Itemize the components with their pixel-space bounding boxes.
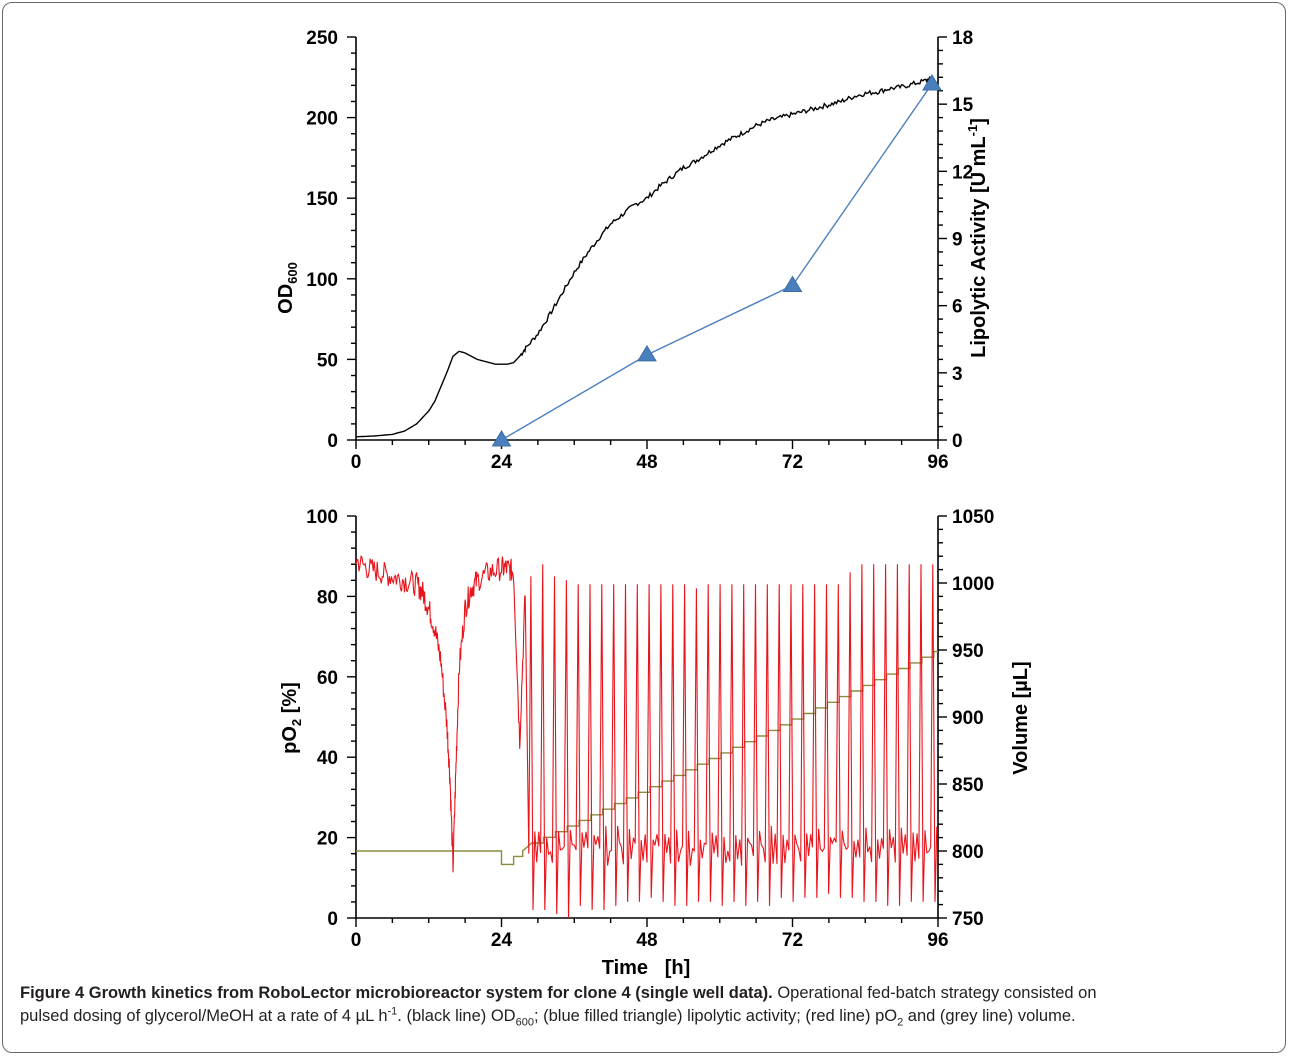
bottom-x-tick-labels: 0 24 48 72 96: [351, 930, 949, 951]
caption-title: Figure 4 Growth kinetics from RoboLector…: [20, 984, 773, 1002]
od600-axis-label: OD600: [275, 262, 300, 314]
top-chart-od-lipolytic: 0 24 48 72 96 0 50 100 150 200 250 0 3 6 9 12 15 18 OD6…: [275, 28, 990, 473]
top-right-tick-label: 0: [952, 431, 963, 452]
caption-line2-c: ; (blue filled triangle) lipolytic activ…: [533, 1007, 898, 1025]
caption-sub-2: 2: [897, 1016, 904, 1029]
caption-line2-d: and (grey line) volume.: [903, 1007, 1076, 1025]
bottom-x-tick-label: 24: [491, 930, 513, 951]
po2-line: [355, 555, 938, 919]
top-left-tick-label: 150: [306, 189, 338, 210]
bottom-right-tick-label: 950: [952, 641, 984, 662]
top-right-tick-label: 18: [952, 28, 973, 49]
bottom-right-tick-label: 900: [952, 708, 984, 729]
lipolytic-marker: [491, 430, 512, 447]
bottom-right-tick-label: 850: [952, 775, 984, 796]
top-right-tick-label: 15: [952, 95, 974, 116]
bottom-left-tick-label: 60: [317, 668, 338, 689]
top-x-tick-label: 24: [491, 452, 513, 473]
top-right-tick-label: 9: [952, 230, 963, 251]
bottom-left-tick-labels: 0 20 40 60 80 100: [306, 507, 338, 930]
od600-line: [355, 75, 933, 438]
lipolytic-marker: [637, 344, 657, 362]
top-axes: [347, 36, 947, 449]
bottom-right-tick-label: 1050: [952, 507, 994, 528]
lipolytic-activity-line: [501, 83, 933, 441]
bottom-left-tick-label: 80: [317, 587, 338, 608]
top-left-tick-label: 0: [327, 431, 338, 452]
lipolytic-marker: [782, 275, 803, 293]
bottom-right-tick-labels: 750 800 850 900 950 1000 1050: [952, 507, 994, 930]
top-x-tick-label: 96: [927, 452, 948, 473]
top-right-tick-label: 6: [952, 297, 963, 318]
volume-axis-label: Volume [µL]: [1010, 661, 1032, 774]
top-left-tick-labels: 0 50 100 150 200 250: [306, 28, 338, 452]
top-x-tick-label: 48: [636, 452, 657, 473]
top-left-tick-label: 200: [306, 109, 338, 130]
time-axis-label: Time [h]: [602, 957, 691, 979]
top-x-tick-label: 0: [351, 452, 362, 473]
top-right-tick-labels: 0 3 6 9 12 15 18: [952, 28, 974, 452]
top-right-tick-label: 12: [952, 162, 973, 183]
caption-line1: Operational fed-batch strategy consisted…: [772, 984, 1097, 1002]
bottom-x-tick-label: 72: [782, 930, 803, 951]
caption-line2-a: pulsed dosing of glycerol/MeOH at a rate…: [20, 1007, 388, 1025]
figure-caption: Figure 4 Growth kinetics from RoboLector…: [20, 982, 1275, 1028]
top-right-tick-label: 3: [952, 364, 963, 385]
bottom-x-tick-label: 0: [351, 930, 362, 951]
top-left-tick-label: 250: [306, 28, 338, 49]
lipolytic-markers: [491, 74, 942, 447]
lipolytic-axis-label: Lipolytic Activity [U mL-1]: [965, 118, 990, 358]
bottom-axes: [347, 515, 947, 927]
top-left-tick-label: 100: [306, 270, 338, 291]
bottom-right-tick-label: 800: [952, 842, 984, 863]
bottom-right-tick-label: 1000: [952, 574, 994, 595]
caption-line2-b: . (black line) OD: [397, 1007, 516, 1025]
top-x-tick-labels: 0 24 48 72 96: [351, 452, 949, 473]
po2-axis-label: pO2 [%]: [279, 682, 304, 754]
bottom-right-tick-label: 750: [952, 909, 984, 930]
top-x-tick-label: 72: [782, 452, 803, 473]
caption-sub-600: 600: [515, 1016, 534, 1029]
bottom-left-tick-label: 20: [317, 829, 338, 850]
top-left-tick-label: 50: [317, 350, 338, 371]
bottom-left-tick-label: 100: [306, 507, 338, 528]
bottom-left-tick-label: 40: [317, 748, 338, 769]
caption-sup: -1: [387, 1005, 398, 1018]
bottom-x-tick-label: 96: [927, 930, 948, 951]
bottom-chart-po2-volume: 0 24 48 72 96 0 20 40 60 80 100 750 800 850 900 950 10…: [279, 507, 1032, 979]
bottom-x-tick-label: 48: [636, 930, 657, 951]
lipolytic-marker: [922, 74, 942, 91]
bottom-left-tick-label: 0: [327, 909, 338, 930]
